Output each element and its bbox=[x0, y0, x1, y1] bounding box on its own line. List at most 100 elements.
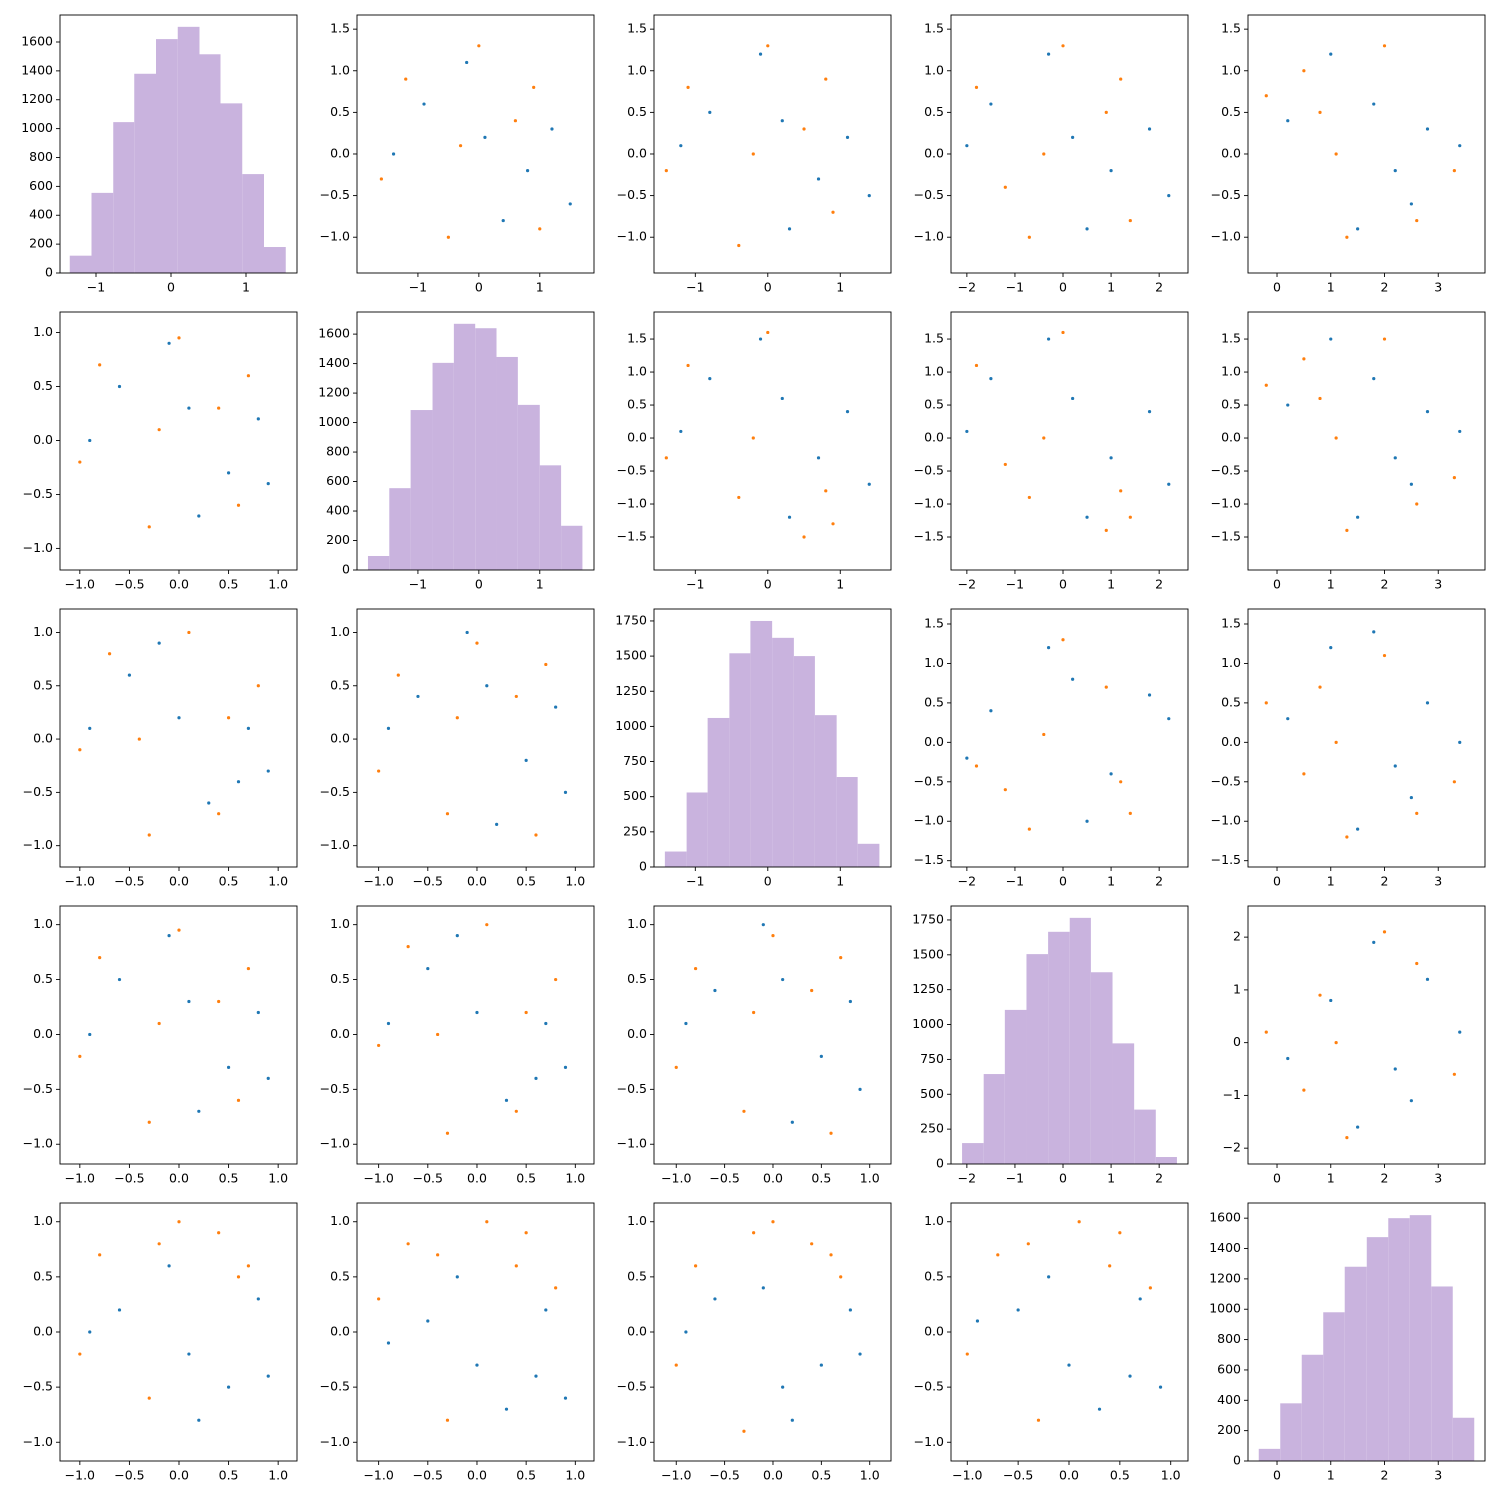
x-tick-label: 0 bbox=[1273, 874, 1281, 889]
x-tick-label: 0.5 bbox=[219, 874, 239, 889]
scatter-point bbox=[1047, 1275, 1051, 1279]
scatter-point bbox=[455, 716, 459, 720]
scatter-point bbox=[1108, 1264, 1112, 1268]
y-tick-label: 600 bbox=[1217, 1361, 1241, 1376]
x-tick-label: 1.0 bbox=[268, 1468, 288, 1483]
scatter-point bbox=[802, 535, 806, 539]
y-tick-label: −1.0 bbox=[1211, 496, 1241, 511]
scatter-point bbox=[1452, 780, 1456, 784]
y-tick-label: 1.0 bbox=[33, 916, 53, 931]
scatter-point bbox=[568, 202, 572, 206]
x-tick-label: −1 bbox=[686, 874, 704, 889]
x-tick-label: 1 bbox=[242, 280, 250, 295]
scatter-point bbox=[1318, 685, 1322, 689]
scatter-point bbox=[187, 1352, 191, 1356]
scatter-point bbox=[266, 482, 270, 486]
scatter-point bbox=[256, 1010, 260, 1015]
scatter-point bbox=[1071, 396, 1075, 401]
scatter-point bbox=[810, 988, 814, 993]
x-tick-label: −0.5 bbox=[413, 1468, 443, 1483]
x-tick-label: 0.0 bbox=[169, 874, 189, 889]
scatter-point bbox=[1109, 772, 1113, 776]
y-tick-label: 400 bbox=[326, 503, 350, 518]
scatter-point bbox=[802, 127, 806, 131]
scatter-point bbox=[88, 1032, 92, 1037]
x-tick-label: 2 bbox=[1381, 874, 1389, 889]
scatter-point bbox=[831, 522, 835, 526]
scatter-point bbox=[465, 60, 469, 65]
y-tick-label: −1.0 bbox=[23, 837, 53, 852]
histogram-bar bbox=[750, 620, 773, 867]
scatter-point bbox=[256, 417, 260, 421]
x-tick-label: 1 bbox=[1327, 280, 1335, 295]
axes-frame bbox=[950, 1202, 1189, 1462]
scatter-point bbox=[266, 769, 270, 773]
scatter-point bbox=[1458, 1030, 1462, 1034]
x-tick-label: 1 bbox=[836, 577, 844, 592]
y-tick-label: −1.0 bbox=[320, 1136, 350, 1151]
scatter-point bbox=[758, 52, 763, 56]
scatter-point bbox=[197, 1418, 201, 1422]
scatter-point bbox=[1003, 462, 1007, 467]
scatter-point bbox=[1393, 456, 1397, 460]
scatter-point bbox=[1345, 1136, 1349, 1140]
scatter-point bbox=[1109, 169, 1113, 173]
scatter-point bbox=[975, 1319, 980, 1323]
scatter-point bbox=[1286, 1056, 1290, 1061]
scatter-point bbox=[544, 1308, 548, 1312]
scatter-point bbox=[1128, 218, 1132, 223]
y-tick-label: 1750 bbox=[615, 612, 647, 627]
scatter-point bbox=[226, 1065, 231, 1069]
scatter-point bbox=[996, 1253, 1000, 1257]
scatter-point bbox=[226, 1385, 231, 1389]
x-tick-label: 1.0 bbox=[860, 1468, 880, 1483]
y-tick-label: 0.5 bbox=[330, 971, 350, 986]
x-tick-label: 1 bbox=[836, 874, 844, 889]
y-tick-label: −0.5 bbox=[914, 1379, 944, 1394]
y-tick-label: 0.5 bbox=[330, 677, 350, 692]
scatter-point bbox=[1393, 764, 1397, 768]
x-tick-label: 2 bbox=[1381, 280, 1389, 295]
y-tick-label: −0.5 bbox=[1211, 187, 1241, 202]
x-tick-label: 0 bbox=[475, 577, 483, 592]
scatter-point bbox=[1425, 977, 1430, 981]
histogram-bar bbox=[772, 637, 794, 867]
y-tick-label: 250 bbox=[623, 823, 647, 838]
scatter-point bbox=[1119, 77, 1123, 81]
scatter-point bbox=[771, 934, 775, 938]
y-tick-label: 0.5 bbox=[924, 694, 944, 709]
scatter-point bbox=[1027, 235, 1031, 239]
x-tick-label: −1 bbox=[1006, 874, 1024, 889]
histogram-bar bbox=[983, 1074, 1005, 1164]
x-tick-label: 0.5 bbox=[1110, 1468, 1130, 1483]
y-tick-label: 1000 bbox=[615, 718, 647, 733]
scatter-point bbox=[117, 977, 122, 982]
scatter-point bbox=[147, 1396, 151, 1400]
scatter-point bbox=[167, 341, 171, 345]
scatter-point bbox=[256, 684, 260, 688]
scatter-point bbox=[1452, 1072, 1456, 1076]
scatter-point bbox=[477, 44, 481, 48]
axes-frame bbox=[59, 1202, 298, 1462]
y-tick-label: 0 bbox=[1233, 1034, 1241, 1049]
y-tick-label: −1.5 bbox=[914, 529, 944, 544]
scatter-point bbox=[117, 384, 122, 389]
scatter-point bbox=[416, 694, 420, 699]
scatter-point bbox=[1382, 930, 1387, 934]
scatter-point bbox=[839, 956, 843, 960]
scatter-point bbox=[147, 525, 151, 529]
scatter-point bbox=[1345, 528, 1349, 533]
scatter-point bbox=[78, 460, 82, 464]
scatter-point bbox=[780, 396, 784, 401]
scatter-point bbox=[157, 1242, 161, 1246]
scatter-point bbox=[819, 1054, 823, 1059]
x-tick-label: −1 bbox=[1006, 1171, 1024, 1186]
scatter-point bbox=[524, 758, 528, 762]
scatter-point bbox=[1046, 52, 1051, 56]
histogram-bar bbox=[1431, 1286, 1453, 1461]
scatter-point bbox=[1119, 780, 1123, 784]
y-tick-label: −0.5 bbox=[617, 1081, 647, 1096]
scatter-point bbox=[1036, 1418, 1041, 1422]
scatter-point bbox=[989, 709, 993, 713]
y-tick-label: 1.0 bbox=[330, 62, 350, 77]
